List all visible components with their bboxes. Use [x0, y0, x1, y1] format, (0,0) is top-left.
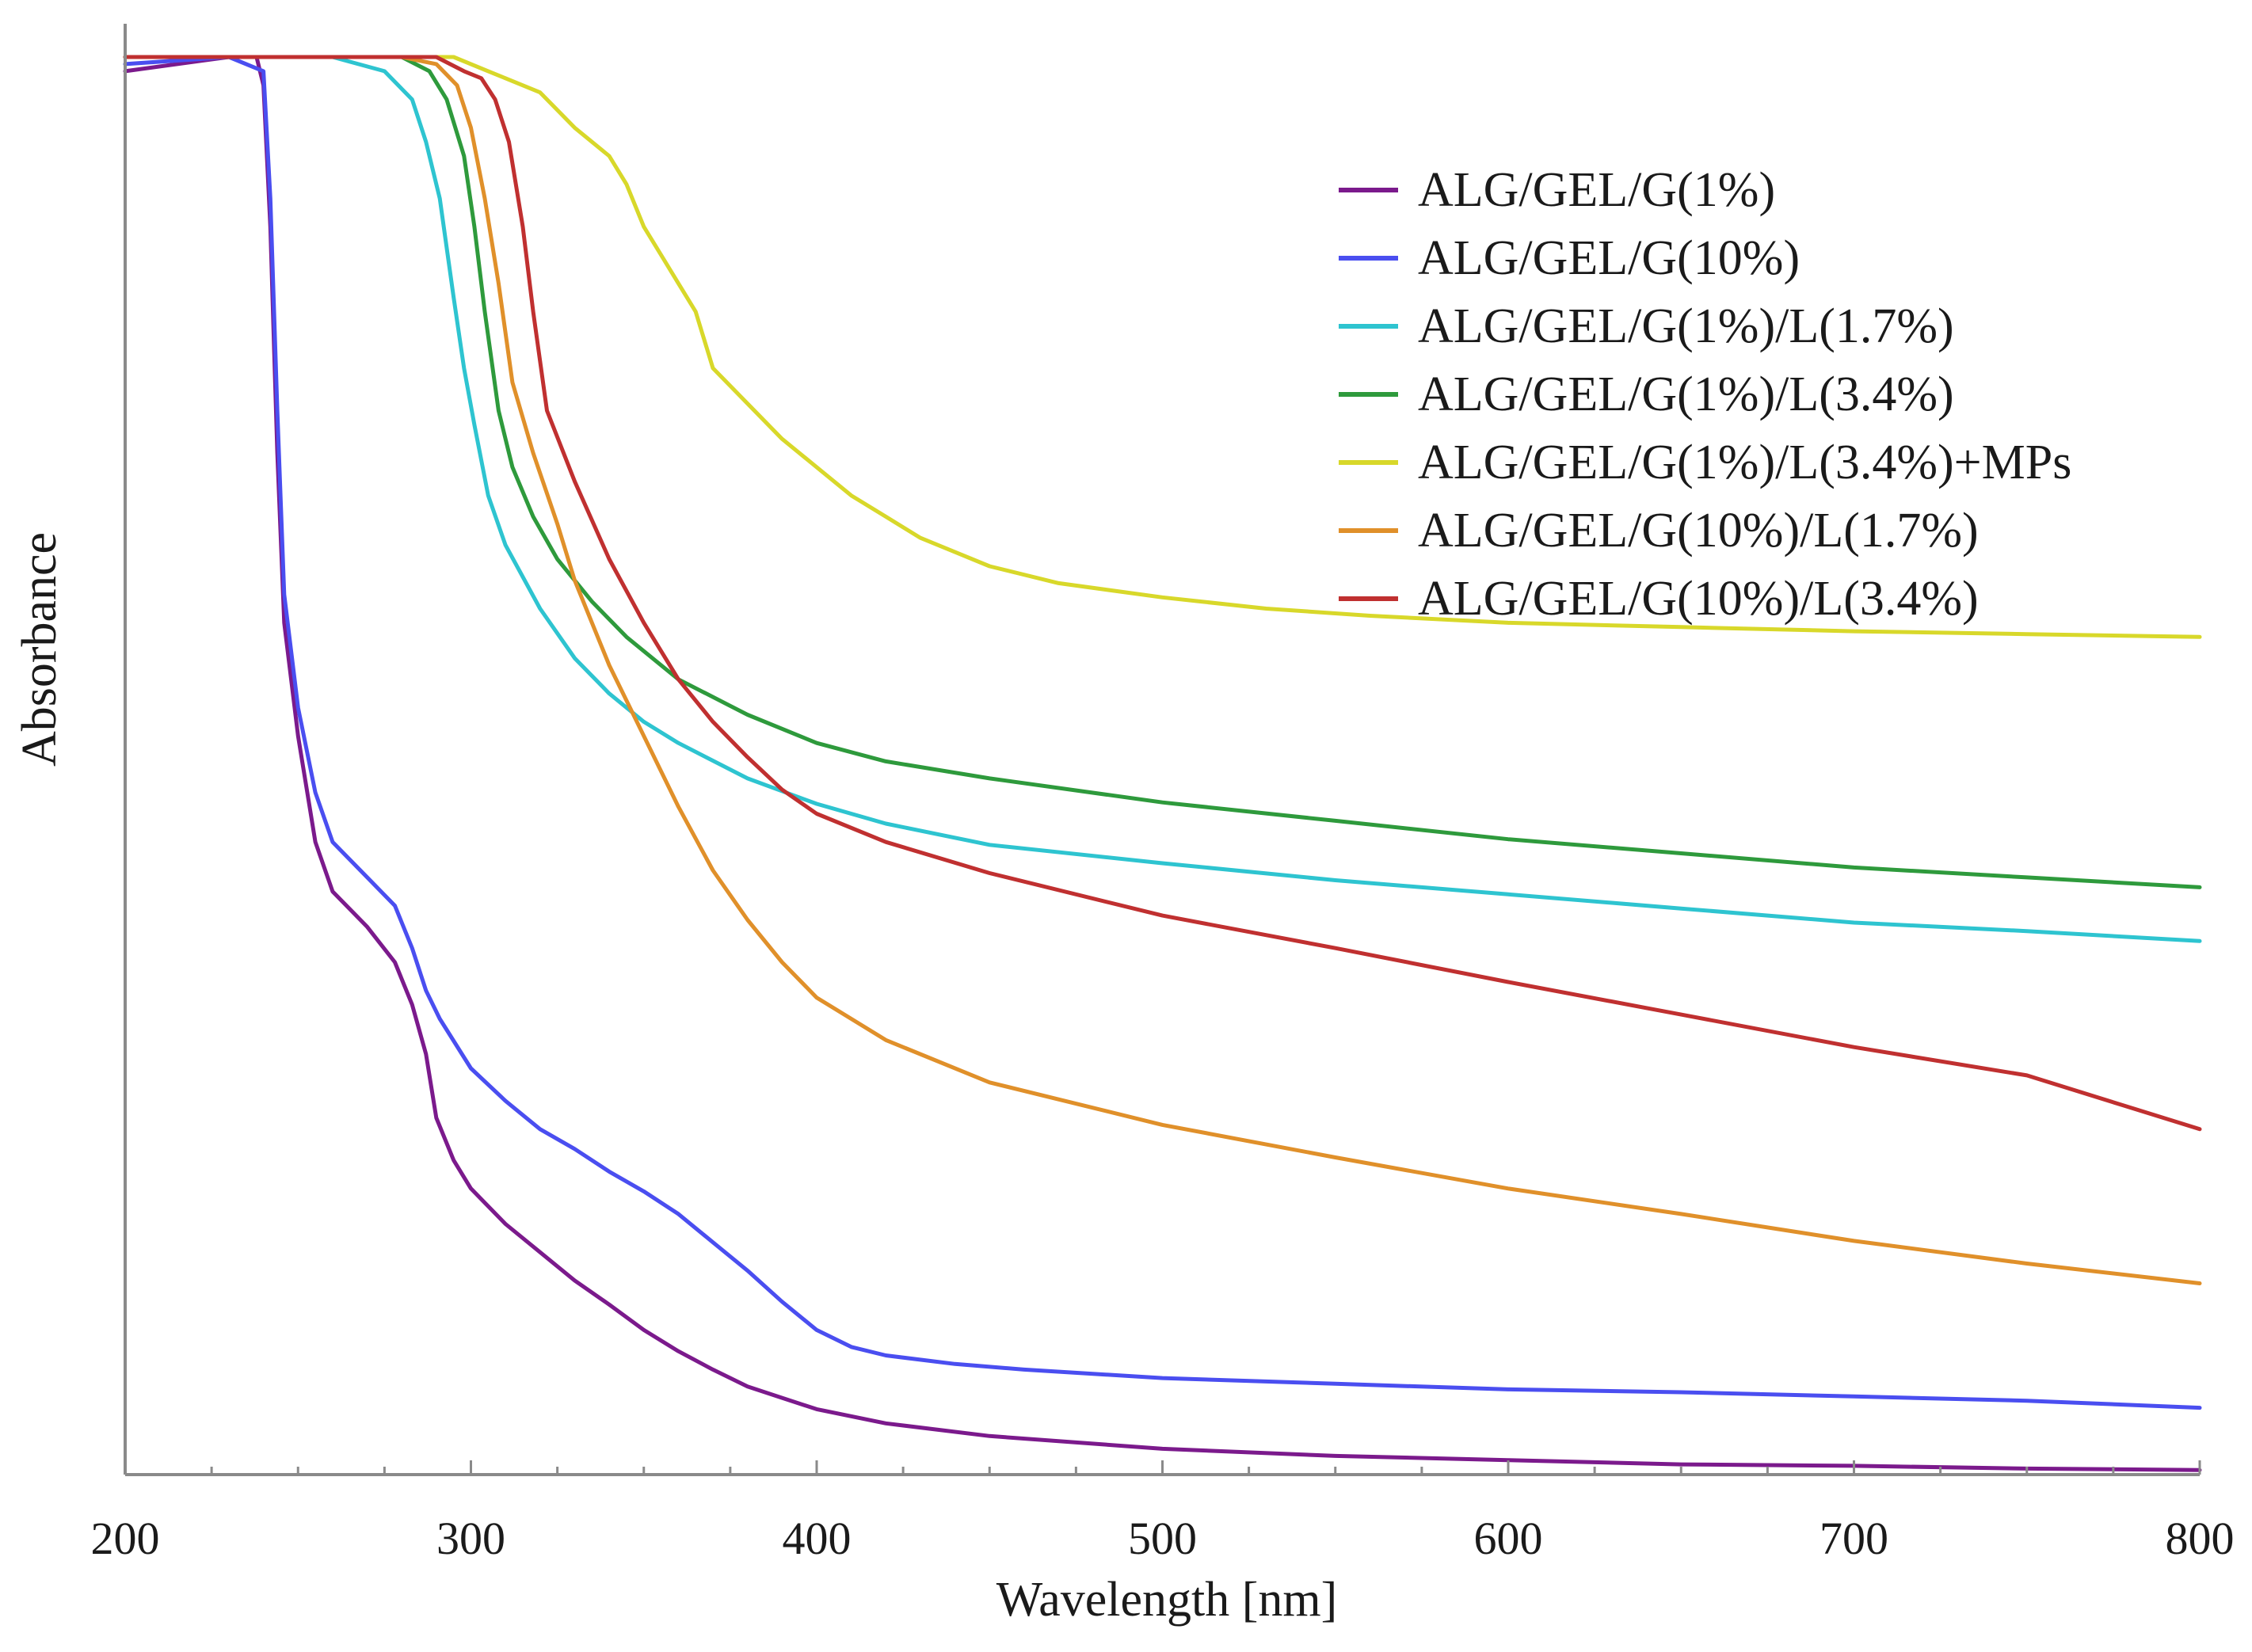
legend-label: ALG/GEL/G(1%)/L(3.4%)	[1418, 367, 1954, 421]
legend-label: ALG/GEL/G(10%)/L(3.4%)	[1418, 572, 1979, 626]
series-line-4	[123, 55, 2202, 889]
legend-entry: ALG/GEL/G(10%)	[1339, 231, 1800, 285]
series-line-5	[123, 55, 2202, 639]
legend-label: ALG/GEL/G(1%)/L(3.4%)+MPs	[1418, 436, 2071, 489]
series-line-7	[123, 55, 2202, 1132]
x-tick-label: 800	[2166, 1513, 2235, 1564]
x-axis-title: Wavelength [nm]	[996, 1573, 1338, 1627]
legend-entry: ALG/GEL/G(1%)	[1339, 163, 1775, 217]
legend-entry: ALG/GEL/G(1%)/L(1.7%)	[1339, 299, 1954, 353]
legend: ALG/GEL/G(1%) ALG/GEL/G(10%) ALG/GEL/G(1%)…	[1339, 163, 2071, 626]
series-line-1	[123, 55, 2202, 1472]
series-line-6	[123, 55, 2202, 1285]
x-tick-label: 600	[1474, 1513, 1543, 1564]
legend-entry: ALG/GEL/G(1%)/L(3.4%)	[1339, 367, 1954, 421]
series-line-3	[123, 55, 2202, 943]
legend-label: ALG/GEL/G(10%)	[1418, 231, 1800, 285]
legend-entry: ALG/GEL/G(10%)/L(1.7%)	[1339, 504, 1979, 558]
x-tick-label: 500	[1128, 1513, 1197, 1564]
axes: 200 300 400 500 600 700 800	[91, 24, 2235, 1564]
x-tick-label: 300	[436, 1513, 505, 1564]
plot-lines	[123, 55, 2202, 1472]
series-line-2	[123, 55, 2202, 1410]
x-tick-label: 200	[91, 1513, 160, 1564]
legend-label: ALG/GEL/G(10%)/L(1.7%)	[1418, 504, 1979, 558]
legend-label: ALG/GEL/G(1%)	[1418, 163, 1775, 217]
y-axis-title: Absorbance	[13, 532, 67, 767]
legend-entry: ALG/GEL/G(1%)/L(3.4%)+MPs	[1339, 436, 2071, 489]
legend-label: ALG/GEL/G(1%)/L(1.7%)	[1418, 299, 1954, 353]
legend-entry: ALG/GEL/G(10%)/L(3.4%)	[1339, 572, 1979, 626]
x-tick-label: 700	[1820, 1513, 1888, 1564]
x-tick-label: 400	[783, 1513, 852, 1564]
